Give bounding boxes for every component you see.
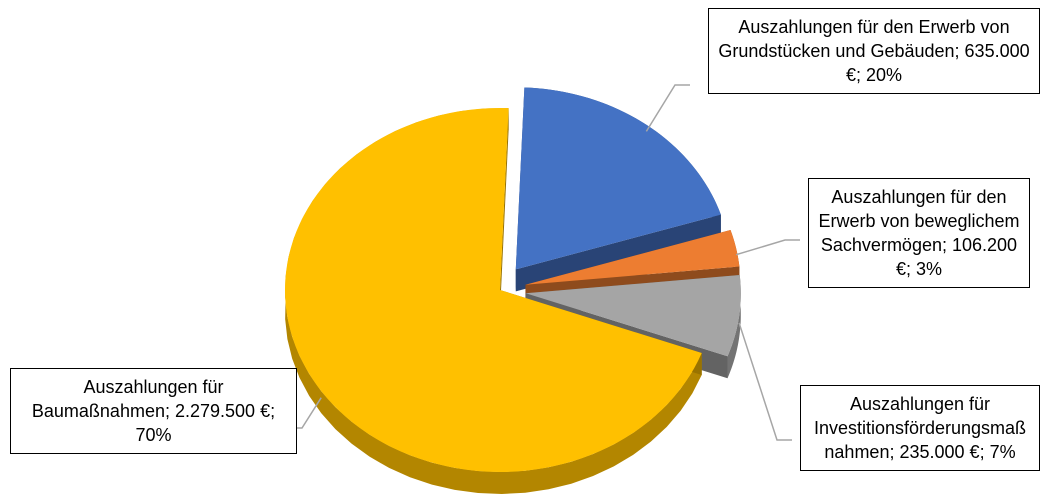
label-value: 235.000 €: [899, 442, 980, 462]
leader-line: [645, 84, 690, 132]
label-separator: ;: [855, 65, 866, 85]
slice: [515, 87, 721, 270]
slice-side: [727, 275, 741, 379]
slice: [525, 230, 740, 285]
label-separator: ;: [889, 442, 900, 462]
label-category: Auszahlungen für den Erwerb von Grundstü…: [718, 17, 1010, 61]
label-separator: ;: [979, 442, 990, 462]
label-value: 635.000 €: [845, 41, 1030, 85]
label-percent: 3%: [916, 259, 943, 279]
label-category: Auszahlungen für den Erwerb von beweglic…: [818, 187, 1020, 255]
slice: [525, 275, 741, 357]
label-value: 2.279.500 €: [174, 401, 271, 421]
label-separator: ;: [164, 401, 175, 421]
slice: [285, 108, 702, 472]
label-value: 106.200 €: [895, 235, 1018, 279]
slice-wall: [500, 108, 509, 312]
label-category: Auszahlungen für Baumaßnahmen: [31, 377, 224, 421]
label-percent: 70%: [135, 425, 172, 445]
label-percent: 20%: [866, 65, 903, 85]
leader-line: [297, 397, 322, 429]
data-label: Auszahlungen für Investitionsförderungsm…: [800, 385, 1040, 471]
data-label: Auszahlungen für den Erwerb von Grundstü…: [708, 8, 1040, 94]
label-percent: 7%: [989, 442, 1016, 462]
data-label: Auszahlungen für Baumaßnahmen; 2.279.500…: [10, 368, 297, 454]
label-separator: ;: [954, 41, 965, 61]
leader-line: [735, 239, 800, 256]
label-separator: ;: [905, 259, 916, 279]
leader-line: [738, 322, 792, 441]
label-separator: ;: [941, 235, 952, 255]
data-label: Auszahlungen für den Erwerb von beweglic…: [808, 178, 1030, 288]
slice-wall: [515, 214, 721, 292]
label-separator: ;: [270, 401, 276, 421]
label-category: Auszahlungen für Investitionsförderungsm…: [813, 394, 1027, 462]
